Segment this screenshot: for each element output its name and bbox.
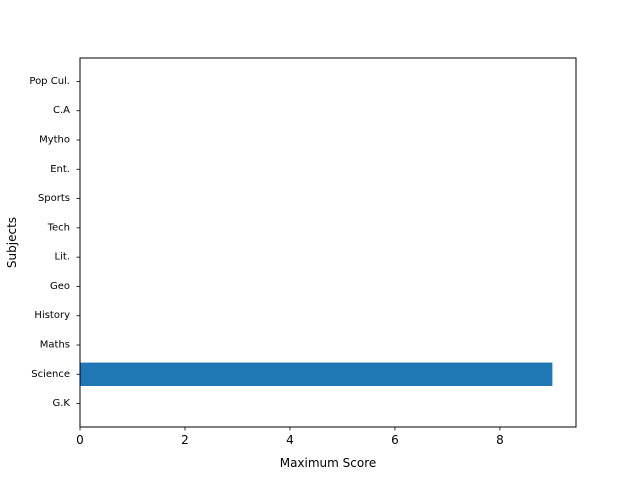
x-tick-label-8: 8 xyxy=(496,433,504,447)
x-tick-label-6: 6 xyxy=(391,433,399,447)
y-tick-label-maths: Maths xyxy=(40,340,70,351)
y-tick-label-c-a: C.A xyxy=(53,105,70,116)
y-tick-label-mytho: Mytho xyxy=(39,135,70,146)
y-tick-label-tech: Tech xyxy=(47,222,70,233)
bar-science xyxy=(80,362,553,386)
x-tick-label-2: 2 xyxy=(181,433,189,447)
x-axis: 0 2 4 6 8 xyxy=(76,427,504,447)
y-axis: G.K Science Maths History Geo Lit. Tech Sports E… xyxy=(29,76,80,409)
y-tick-label-ent: Ent. xyxy=(50,164,70,175)
y-tick-label-pop-cul: Pop Cul. xyxy=(29,76,70,87)
y-tick-label-science: Science xyxy=(31,369,70,380)
bars-layer xyxy=(80,362,553,386)
x-tick-label-0: 0 xyxy=(76,433,84,447)
y-tick-label-g-k: G.K xyxy=(53,398,71,409)
x-axis-title: Maximum Score xyxy=(280,456,377,470)
y-tick-label-lit: Lit. xyxy=(55,252,70,263)
y-tick-label-geo: Geo xyxy=(50,281,70,292)
y-axis-title: Subjects xyxy=(5,217,19,268)
y-tick-label-sports: Sports xyxy=(38,193,70,204)
x-tick-label-4: 4 xyxy=(286,433,294,447)
y-tick-label-history: History xyxy=(34,310,70,321)
plot-frame xyxy=(79,57,577,428)
